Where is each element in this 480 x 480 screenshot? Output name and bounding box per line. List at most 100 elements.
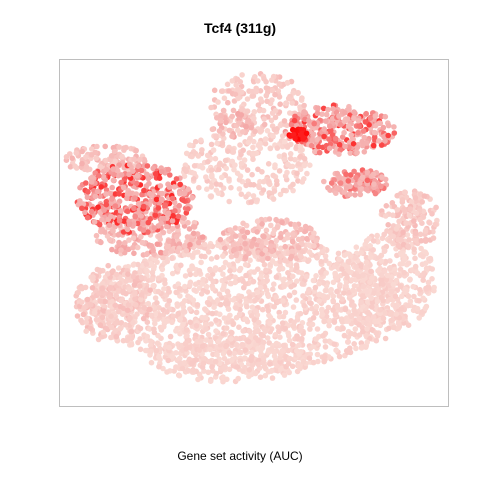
- data-point: [297, 166, 304, 173]
- data-point: [313, 310, 320, 316]
- data-point: [183, 247, 190, 254]
- data-point: [130, 221, 137, 227]
- data-point: [341, 332, 348, 339]
- data-point: [392, 304, 399, 311]
- data-point: [314, 254, 320, 261]
- data-point: [308, 226, 314, 232]
- data-point: [339, 296, 346, 302]
- data-point: [243, 194, 249, 200]
- data-point: [227, 268, 233, 274]
- data-point: [259, 306, 266, 313]
- data-point: [347, 269, 354, 275]
- data-point: [181, 173, 188, 179]
- data-point: [191, 163, 198, 169]
- data-point: [222, 157, 229, 164]
- data-point: [353, 244, 360, 250]
- data-point: [395, 320, 402, 327]
- data-point: [250, 144, 256, 151]
- data-point: [345, 258, 352, 265]
- data-point: [295, 178, 301, 184]
- data-point: [406, 212, 413, 219]
- data-point: [382, 335, 389, 342]
- data-point: [354, 144, 361, 151]
- data-point: [175, 213, 182, 220]
- data-point: [214, 140, 220, 147]
- data-point: [155, 288, 162, 295]
- data-point: [156, 353, 162, 360]
- data-point: [166, 289, 172, 295]
- data-point: [295, 236, 302, 243]
- data-point: [110, 268, 116, 274]
- data-point: [277, 258, 283, 265]
- data-point: [352, 326, 359, 332]
- data-point: [267, 145, 274, 151]
- data-point: [107, 285, 114, 291]
- data-point: [310, 343, 317, 350]
- data-point: [112, 302, 118, 309]
- data-point: [184, 367, 191, 374]
- data-point: [257, 88, 264, 94]
- data-point: [368, 326, 375, 333]
- data-point: [328, 286, 335, 293]
- data-point: [391, 130, 398, 136]
- data-point: [277, 234, 284, 240]
- data-point: [182, 283, 188, 290]
- data-point: [310, 277, 317, 284]
- data-point: [348, 132, 355, 138]
- data-point: [211, 304, 217, 311]
- data-point: [242, 241, 248, 247]
- data-point: [238, 151, 244, 158]
- data-point: [315, 358, 321, 365]
- data-point: [369, 247, 376, 253]
- data-point: [321, 358, 327, 365]
- data-point: [244, 167, 251, 173]
- data-point: [323, 287, 330, 294]
- data-point: [292, 113, 298, 120]
- data-point: [261, 121, 268, 128]
- data-point: [143, 338, 149, 344]
- data-point: [209, 126, 216, 133]
- data-point: [138, 213, 145, 219]
- data-point: [368, 295, 375, 301]
- data-point: [185, 219, 191, 226]
- data-point: [99, 216, 105, 223]
- data-point: [322, 344, 329, 350]
- data-point: [334, 185, 340, 191]
- data-point: [174, 303, 181, 309]
- data-point: [387, 265, 393, 271]
- data-point: [88, 208, 95, 215]
- data-point: [368, 268, 374, 275]
- data-point: [158, 168, 165, 175]
- data-point: [124, 208, 131, 214]
- data-point: [263, 267, 269, 274]
- data-point: [147, 306, 153, 313]
- data-point: [414, 270, 421, 276]
- data-point: [405, 302, 411, 309]
- data-point: [159, 190, 165, 197]
- data-point: [63, 154, 70, 160]
- data-point: [143, 183, 150, 189]
- data-point: [237, 237, 244, 244]
- data-point: [260, 187, 267, 193]
- data-point: [338, 307, 344, 313]
- data-point: [289, 100, 296, 106]
- data-point: [247, 135, 253, 142]
- data-point: [146, 190, 153, 197]
- data-point: [269, 248, 275, 255]
- data-point: [378, 183, 384, 190]
- data-point: [120, 184, 127, 191]
- data-point: [118, 324, 124, 331]
- data-point: [260, 339, 267, 346]
- data-point: [390, 233, 397, 240]
- data-point: [400, 229, 406, 236]
- data-point: [220, 264, 227, 271]
- data-point: [200, 234, 206, 240]
- data-point: [356, 322, 362, 328]
- data-point: [123, 278, 130, 285]
- data-point: [92, 193, 99, 200]
- data-point: [84, 296, 91, 303]
- data-point: [320, 279, 327, 286]
- data-point: [248, 349, 255, 356]
- data-point: [352, 309, 358, 316]
